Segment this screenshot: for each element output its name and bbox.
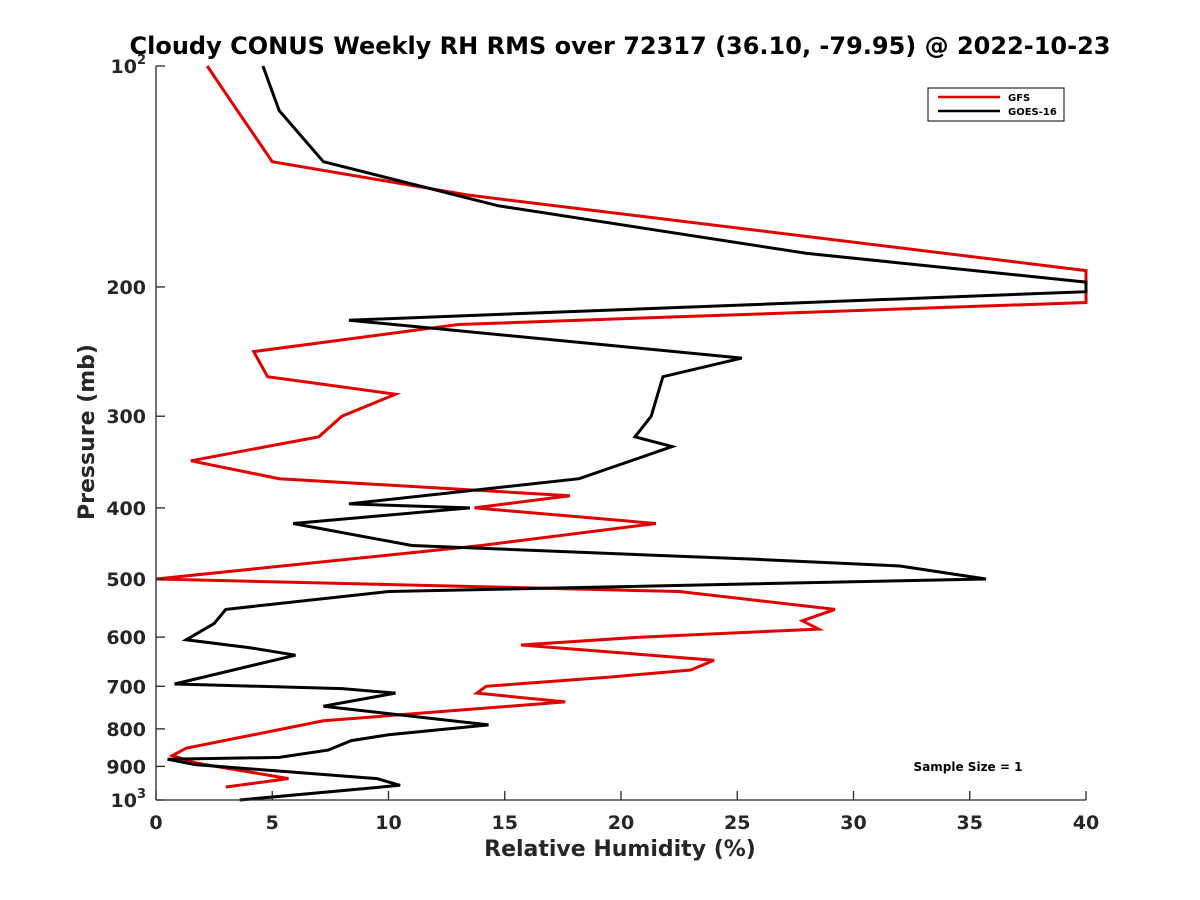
x-axis-label: Relative Humidity (%) xyxy=(484,837,756,862)
x-tick-label: 20 xyxy=(608,812,634,834)
plot-area: 0 5 10 15 20 25 30 35 40 102 200 300 400 500 600 700 80… xyxy=(106,53,1099,834)
sample-size-annotation: Sample Size = 1 xyxy=(914,760,1023,774)
y-axis-ticks: 102 200 300 400 500 600 700 800 900 103 xyxy=(106,53,165,812)
x-tick-label: 10 xyxy=(375,812,401,834)
y-tick-label: 600 xyxy=(106,627,146,649)
chart-title: Cloudy CONUS Weekly RH RMS over 72317 (3… xyxy=(130,32,1111,60)
y-tick-label: 102 xyxy=(111,53,147,78)
legend-box xyxy=(927,87,1065,122)
x-tick-label: 35 xyxy=(957,812,983,834)
y-axis-label: Pressure (mb) xyxy=(75,344,100,520)
x-tick-label: 15 xyxy=(492,812,518,834)
legend-items: GFS GOES-16 xyxy=(938,93,1057,118)
y-tick-label: 800 xyxy=(106,719,146,741)
y-tick-label: 500 xyxy=(106,569,146,591)
x-tick-label: 5 xyxy=(266,812,279,834)
x-tick-label: 40 xyxy=(1073,812,1099,834)
y-tick-label: 300 xyxy=(106,406,146,428)
legend-label-goes-16: GOES-16 xyxy=(1008,107,1057,118)
legend-label-gfs: GFS xyxy=(1008,93,1030,104)
y-tick-label: 900 xyxy=(106,756,146,778)
x-axis-ticks: 0 5 10 15 20 25 30 35 40 xyxy=(149,791,1099,834)
x-tick-label: 0 xyxy=(149,812,162,834)
x-tick-label: 25 xyxy=(724,812,750,834)
series-line-goes-16 xyxy=(167,65,1088,802)
y-tick-label: 400 xyxy=(106,498,146,520)
x-tick-label: 30 xyxy=(840,812,866,834)
y-tick-label: 700 xyxy=(106,676,146,698)
legend: GFS GOES-16 xyxy=(927,87,1065,122)
y-tick-label: 200 xyxy=(106,277,146,299)
y-tick-label: 103 xyxy=(111,787,147,812)
